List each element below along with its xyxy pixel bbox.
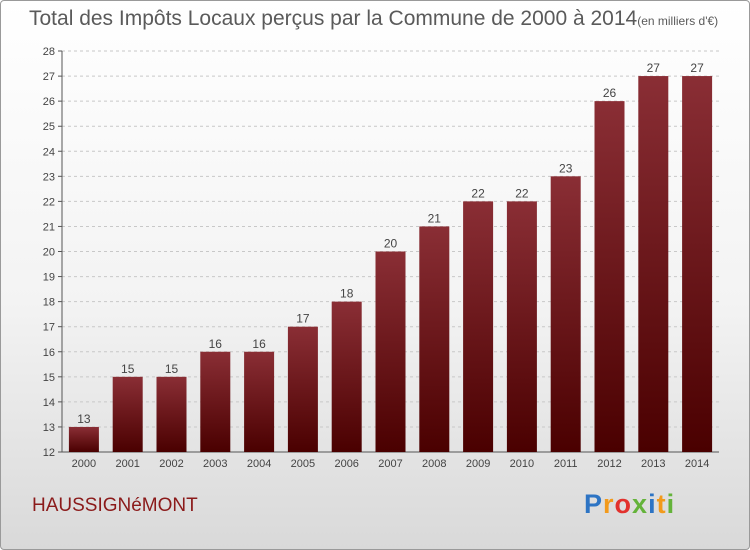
y-tick-label: 23 [43,171,55,183]
y-tick-label: 22 [43,196,55,208]
data-label: 26 [603,86,617,100]
x-tick-label: 2014 [685,458,709,470]
bars [68,76,713,452]
logo-letter: i [666,489,676,519]
y-tick-label: 25 [43,121,55,133]
chart-title-unit: (en milliers d'€) [637,14,719,28]
data-label: 18 [340,287,354,301]
x-tick-label: 2001 [115,458,139,470]
data-label: 23 [559,161,573,175]
logo-letter: t [656,489,667,519]
data-label: 22 [515,186,529,200]
chart-title-text: Total des Impôts Locaux perçus par la Co… [29,7,638,30]
commune-name: HAUSSIGNéMONT [32,495,198,516]
data-labels: 13 15 15 16 16 17 18 20 21 22 22 23 26 27 27 [77,61,704,426]
bar [244,351,275,452]
data-label: 17 [296,312,310,326]
bar [287,326,318,452]
y-tick-label: 18 [43,297,55,309]
bar [156,376,187,452]
data-label: 15 [121,362,135,376]
x-tick-label: 2009 [466,458,490,470]
bar [331,301,362,452]
x-tick-label: 2012 [597,458,621,470]
data-label: 13 [77,412,91,426]
bar [68,426,99,452]
x-tick-label: 2004 [247,458,271,470]
x-tick-label: 2008 [422,458,446,470]
bar [594,101,625,452]
y-tick-label: 14 [43,397,55,409]
logo-letter: r [603,489,615,519]
x-tick-label: 2005 [291,458,315,470]
data-label: 22 [471,186,485,200]
y-tick-label: 13 [43,422,55,434]
bar [463,201,494,452]
x-tick-label: 2003 [203,458,227,470]
bar [200,351,231,452]
x-tick-label: 2007 [378,458,402,470]
y-tick-label: 27 [43,71,55,83]
logo-letter: i [648,489,657,519]
y-tick-label: 12 [43,447,55,459]
data-label: 20 [384,237,398,251]
proxiti-logo: Proxiti [584,489,675,520]
y-tick-label: 24 [43,146,55,158]
x-tick-label: 2000 [72,458,96,470]
x-tick-label: 2010 [510,458,534,470]
y-tick-label: 16 [43,347,55,359]
logo-letter: o [614,489,633,519]
data-label: 16 [209,337,223,351]
y-tick-label: 19 [43,272,55,284]
data-label: 21 [428,211,442,225]
x-tick-label: 2006 [334,458,358,470]
bar [638,76,669,452]
y-tick-label: 20 [43,247,55,259]
x-tick-label: 2002 [159,458,183,470]
data-label: 16 [252,337,266,351]
logo-letter: x [632,489,649,519]
y-tick-label: 21 [43,221,55,233]
bar [506,201,537,452]
x-tick-label: 2013 [641,458,665,470]
data-label: 15 [165,362,179,376]
data-label: 27 [690,61,704,75]
y-tick-label: 17 [43,322,55,334]
y-tick-label: 28 [43,46,55,58]
bar [112,376,143,452]
y-tick-label: 15 [43,372,55,384]
bar [550,176,581,452]
data-label: 27 [647,61,661,75]
bar [419,226,450,452]
chart-title: Total des Impôts Locaux perçus par la Co… [29,7,718,31]
x-tick-label: 2011 [554,458,578,470]
y-tick-label: 26 [43,96,55,108]
bar [682,76,713,452]
logo-letter: P [584,489,604,519]
bar [375,251,406,452]
